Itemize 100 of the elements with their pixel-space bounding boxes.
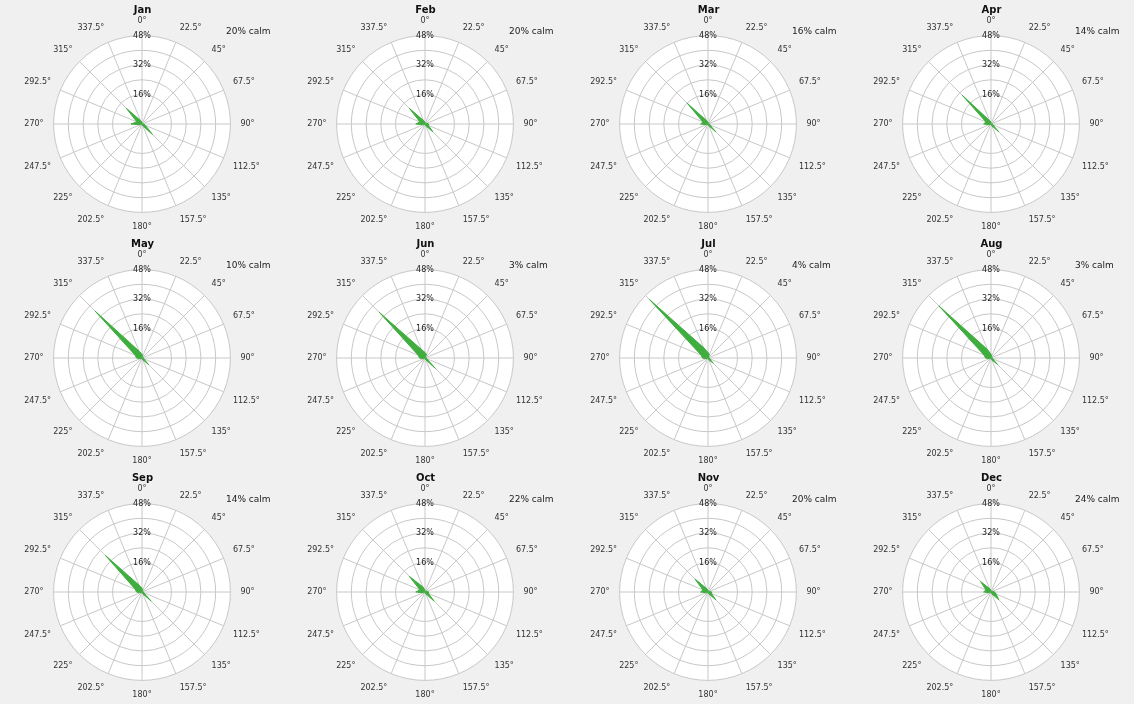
chart-title: Mar (697, 3, 720, 15)
spoke-label: 225° (902, 193, 922, 203)
spoke-label: 45° (1060, 278, 1075, 288)
y-tick-label: 48% (699, 498, 718, 508)
spoke-label: 112.5° (1081, 629, 1109, 639)
spoke-label: 45° (211, 278, 226, 288)
spoke-label: 247.5° (590, 395, 618, 405)
spoke-label: 45° (1060, 512, 1075, 522)
spoke-label: 337.5° (926, 491, 954, 501)
spoke-label: 22.5° (1028, 23, 1051, 33)
spoke-label: 270° (24, 587, 44, 597)
spoke-label: 135° (211, 427, 231, 437)
spoke-label: 0° (420, 249, 430, 259)
spoke-label: 202.5° (360, 214, 388, 224)
spoke-label: 292.5° (590, 544, 618, 554)
spoke-label: 112.5° (515, 395, 543, 405)
y-tick-label: 16% (133, 89, 152, 99)
spoke-label: 67.5° (1081, 76, 1104, 86)
spoke-label: 67.5° (515, 544, 538, 554)
spoke-label: 225° (619, 427, 639, 437)
spoke-label: 247.5° (873, 161, 901, 171)
spoke-label: 157.5° (179, 214, 207, 224)
spoke-label: 135° (494, 661, 514, 671)
spoke-label: 90° (240, 353, 255, 363)
spoke-label: 292.5° (873, 310, 901, 320)
spoke-label: 202.5° (926, 448, 954, 458)
text: 14% calm (225, 493, 271, 504)
spoke-label: 90° (523, 353, 538, 363)
spoke-label: 180° (698, 222, 718, 232)
y-tick-label: 32% (699, 294, 718, 304)
spoke-label: 157.5° (1028, 448, 1056, 458)
spoke-label: 112.5° (1081, 395, 1109, 405)
spoke-label: 22.5° (462, 257, 485, 267)
spoke-label: 22.5° (745, 257, 768, 267)
spoke-label: 135° (1060, 193, 1080, 203)
spoke-label: 67.5° (515, 310, 538, 320)
spoke-label: 45° (211, 512, 226, 522)
spoke-label: 0° (986, 15, 996, 25)
spoke-label: 157.5° (1028, 214, 1056, 224)
y-tick-label: 32% (133, 60, 152, 70)
spoke-label: 45° (211, 44, 226, 54)
spoke-label: 270° (307, 119, 327, 129)
spoke-label: 180° (132, 456, 152, 466)
y-tick-label: 48% (982, 264, 1001, 274)
spoke-label: 270° (873, 587, 893, 597)
spoke-label: 157.5° (462, 682, 490, 692)
spoke-label: 270° (24, 353, 44, 363)
text: 20% calm (225, 25, 271, 36)
spoke-label: 135° (1060, 427, 1080, 437)
spoke-label: 157.5° (462, 448, 490, 458)
text: 10% calm (225, 259, 271, 270)
spoke-label: 180° (132, 690, 152, 700)
spoke-label: 90° (1089, 587, 1104, 597)
spoke-label: 67.5° (798, 310, 821, 320)
spoke-label: 315° (902, 278, 922, 288)
y-tick-label: 48% (133, 498, 152, 508)
spoke-label: 292.5° (24, 76, 52, 86)
y-tick-label: 16% (416, 323, 435, 333)
spoke-label: 225° (902, 427, 922, 437)
spoke-label: 315° (336, 44, 356, 54)
chart-title: Oct (415, 471, 436, 483)
spoke-label: 225° (336, 193, 356, 203)
spoke-label: 202.5° (643, 448, 671, 458)
spoke-label: 0° (703, 15, 713, 25)
chart-title: Sep (131, 471, 154, 483)
spoke-label: 0° (703, 249, 713, 259)
y-tick-label: 16% (699, 323, 718, 333)
spoke-label: 135° (494, 193, 514, 203)
spoke-label: 22.5° (179, 23, 202, 33)
y-tick-label: 32% (982, 294, 1001, 304)
y-tick-label: 16% (699, 89, 718, 99)
y-tick-label: 48% (416, 498, 435, 508)
spoke-label: 112.5° (232, 629, 260, 639)
y-tick-label: 16% (982, 557, 1001, 567)
spoke-label: 225° (902, 661, 922, 671)
chart-title: Feb (415, 3, 436, 15)
spoke-label: 315° (53, 278, 73, 288)
y-tick-label: 16% (699, 557, 718, 567)
spoke-label: 90° (240, 587, 255, 597)
spoke-label: 202.5° (77, 448, 105, 458)
spoke-label: 202.5° (926, 214, 954, 224)
spoke-label: 45° (494, 44, 509, 54)
y-tick-label: 48% (982, 30, 1001, 40)
spoke-label: 22.5° (1028, 257, 1051, 267)
spoke-label: 270° (590, 587, 610, 597)
spoke-label: 270° (24, 119, 44, 129)
spoke-label: 337.5° (360, 257, 388, 267)
spoke-label: 337.5° (926, 23, 954, 33)
spoke-label: 90° (1089, 353, 1104, 363)
spoke-label: 112.5° (515, 161, 543, 171)
spoke-label: 270° (590, 119, 610, 129)
spoke-label: 247.5° (307, 629, 335, 639)
y-tick-label: 32% (982, 528, 1001, 538)
y-tick-label: 16% (982, 323, 1001, 333)
chart-title: Dec (980, 471, 1003, 483)
spoke-label: 112.5° (798, 161, 826, 171)
chart-title: Apr (981, 3, 1002, 15)
y-tick-label: 32% (982, 60, 1001, 70)
spoke-label: 157.5° (1028, 682, 1056, 692)
y-tick-label: 32% (416, 528, 435, 538)
